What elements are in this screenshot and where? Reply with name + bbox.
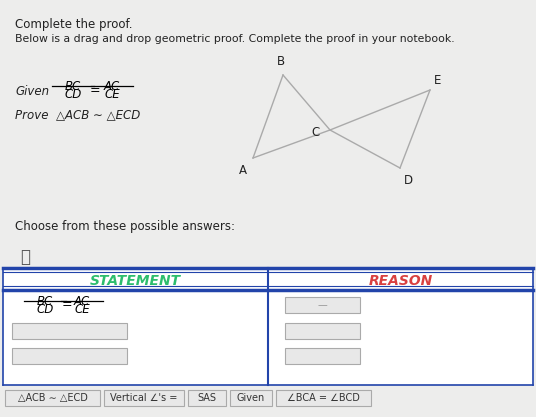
Text: BC: BC [65, 80, 81, 93]
FancyBboxPatch shape [3, 268, 533, 385]
Text: C: C [312, 126, 320, 138]
Text: Complete the proof.: Complete the proof. [15, 18, 132, 31]
FancyBboxPatch shape [188, 390, 226, 406]
FancyBboxPatch shape [276, 390, 371, 406]
Text: Prove  △ACB ∼ △ECD: Prove △ACB ∼ △ECD [15, 108, 140, 121]
FancyBboxPatch shape [5, 390, 100, 406]
Text: ∠BCA = ∠BCD: ∠BCA = ∠BCD [287, 393, 360, 403]
Text: AC: AC [74, 295, 90, 308]
Text: —: — [318, 300, 327, 310]
Text: Below is a drag and drop geometric proof. Complete the proof in your notebook.: Below is a drag and drop geometric proof… [15, 34, 455, 44]
FancyBboxPatch shape [104, 390, 184, 406]
FancyBboxPatch shape [285, 348, 360, 364]
Text: Given: Given [237, 393, 265, 403]
Text: A: A [239, 163, 247, 176]
Text: B: B [277, 55, 285, 68]
FancyBboxPatch shape [285, 297, 360, 313]
Text: Vertical ∠'s =: Vertical ∠'s = [110, 393, 178, 403]
FancyBboxPatch shape [12, 323, 127, 339]
FancyBboxPatch shape [12, 348, 127, 364]
Text: SAS: SAS [197, 393, 217, 403]
Text: Choose from these possible answers:: Choose from these possible answers: [15, 220, 235, 233]
Text: CD: CD [36, 303, 54, 316]
Text: STATEMENT: STATEMENT [90, 274, 181, 288]
FancyBboxPatch shape [230, 390, 272, 406]
Text: Given: Given [15, 85, 49, 98]
FancyBboxPatch shape [285, 323, 360, 339]
Text: CE: CE [104, 88, 120, 101]
Text: CD: CD [64, 88, 81, 101]
Text: 🗑: 🗑 [20, 248, 30, 266]
Text: =: = [90, 85, 101, 98]
Text: △ACB ∼ △ECD: △ACB ∼ △ECD [18, 393, 87, 403]
Text: BC: BC [37, 295, 53, 308]
Text: AC: AC [104, 80, 120, 93]
Text: E: E [434, 73, 442, 86]
Text: D: D [404, 173, 413, 186]
Text: REASON: REASON [368, 274, 433, 288]
Text: =: = [62, 299, 72, 311]
Text: CE: CE [74, 303, 90, 316]
